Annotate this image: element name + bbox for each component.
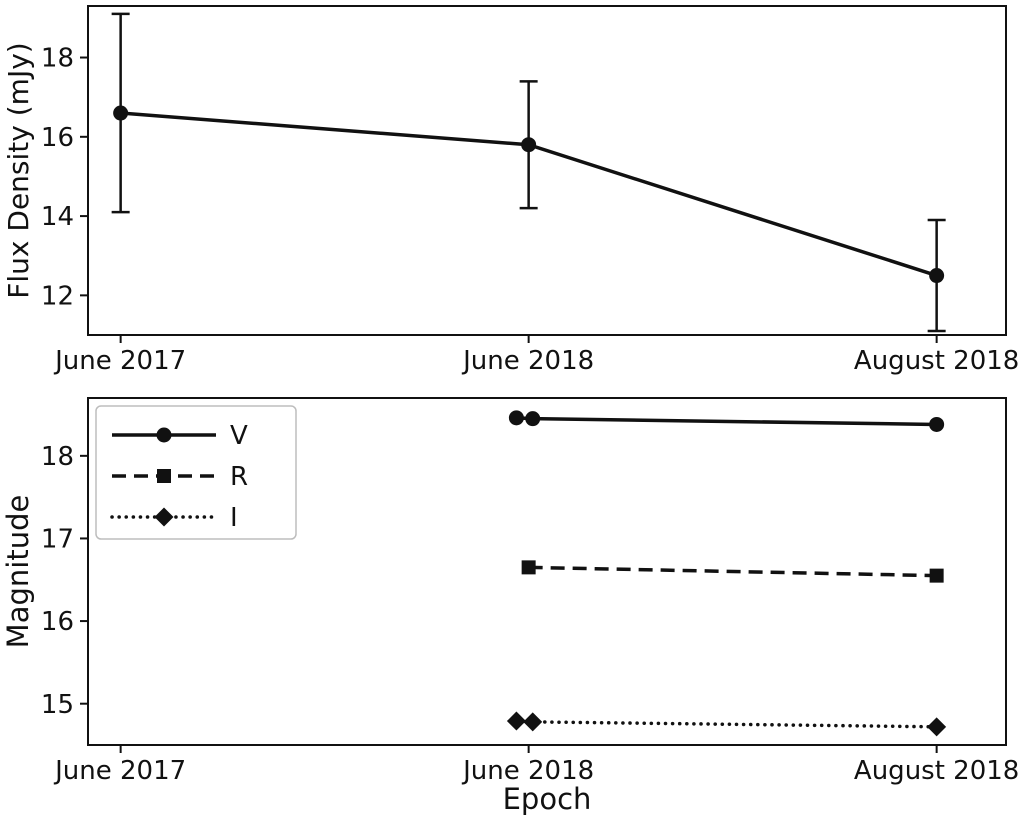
data-point-marker-V bbox=[508, 410, 524, 426]
data-point-marker-V bbox=[525, 411, 541, 427]
y-tick-label: 15 bbox=[41, 690, 74, 720]
legend-marker-I bbox=[154, 507, 174, 527]
x-axis-label: Epoch bbox=[503, 782, 592, 816]
data-point-marker-flux-density bbox=[521, 137, 537, 153]
x-tick-label: June 2018 bbox=[461, 756, 594, 786]
plot-frame bbox=[87, 397, 1007, 746]
data-point-marker-flux-density bbox=[929, 268, 945, 284]
y-tick-label: 16 bbox=[41, 123, 74, 153]
y-tick-label: 18 bbox=[41, 442, 74, 472]
series-line-V bbox=[516, 416, 937, 427]
legend-entry-label-R: R bbox=[230, 462, 248, 492]
legend-entry-label-V: V bbox=[230, 421, 248, 451]
x-tick-label: June 2017 bbox=[53, 756, 186, 786]
legend-marker-R bbox=[157, 469, 171, 483]
plot-frame bbox=[87, 5, 1007, 336]
y-axis-label: Magnitude bbox=[1, 495, 35, 649]
legend-box bbox=[95, 405, 297, 540]
series-line-R bbox=[528, 565, 937, 578]
series-line-I bbox=[514, 719, 939, 729]
data-point-marker-I bbox=[506, 711, 526, 731]
y-tick-label: 16 bbox=[41, 607, 74, 637]
data-point-marker-V bbox=[929, 416, 945, 432]
x-tick-label: June 2017 bbox=[53, 346, 186, 376]
y-tick-label: 14 bbox=[41, 202, 74, 232]
y-tick-label: 18 bbox=[41, 44, 74, 74]
y-axis-label: Flux Density (mJy) bbox=[2, 42, 35, 298]
magnitude-chart: 15 16 17 18 June 2017 June 2018 August 2018 Mag… bbox=[1, 397, 1019, 816]
data-point-marker-R bbox=[929, 568, 944, 583]
data-point-marker-R bbox=[521, 560, 536, 575]
data-point-marker-I bbox=[927, 717, 947, 737]
legend-marker-V bbox=[156, 427, 172, 443]
y-tick-label: 17 bbox=[41, 525, 74, 555]
x-tick-label: August 2018 bbox=[854, 756, 1019, 786]
legend-entry-label-I: I bbox=[230, 503, 238, 533]
x-tick-label: June 2018 bbox=[461, 346, 594, 376]
flux-density-chart: 12 14 16 18 June 2017 June 2018 August 2018 Flu… bbox=[2, 5, 1019, 376]
x-tick-label: August 2018 bbox=[854, 346, 1019, 376]
data-point-marker-I bbox=[523, 712, 543, 732]
y-tick-label: 12 bbox=[41, 281, 74, 311]
data-point-marker-flux-density bbox=[113, 105, 129, 121]
